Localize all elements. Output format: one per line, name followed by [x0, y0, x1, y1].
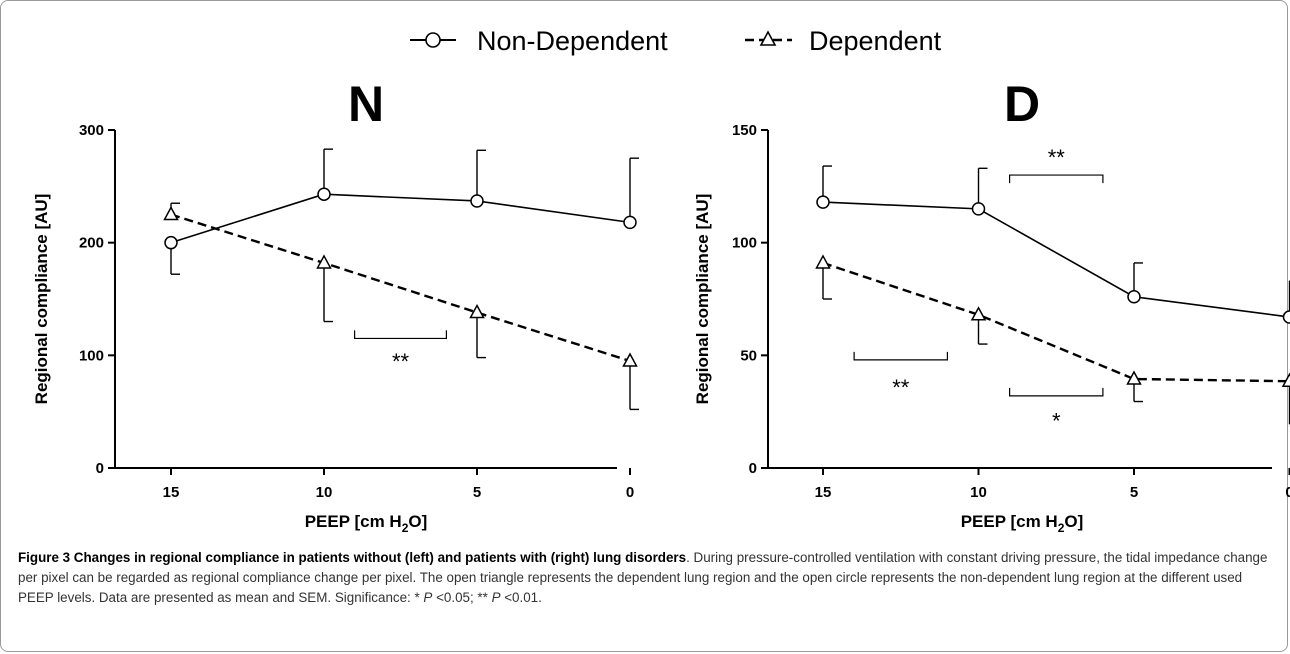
panel-n-plot: 0 100 200 300 15 10 5 0 **	[79, 122, 639, 501]
legend-dependent-marker	[759, 30, 777, 46]
panel-d-significance-bracket	[853, 351, 948, 361]
panel-n-x-tick-label: 15	[163, 484, 180, 501]
caption-body: During pressure-controlled ventilation w…	[18, 550, 1268, 605]
panel-d-y-tick-label: 0	[749, 460, 757, 477]
panel-n-significance-label: **	[392, 349, 410, 374]
legend-non-dependent-label: Non-Dependent	[477, 26, 668, 56]
figure-graphic: Non-Dependent Dependent N Regional compl…	[32, 26, 1290, 535]
caption-sig2-star: **	[477, 590, 492, 605]
panel-n-dependent-point	[316, 254, 332, 269]
panel-n-x-tick-label: 0	[626, 484, 634, 501]
panel-d-dependent-point	[970, 306, 987, 321]
panel-d-x-tick-label: 0	[1285, 484, 1290, 501]
panel-n-dependent-point	[163, 205, 179, 221]
panel-n-dependent-line	[170, 213, 631, 363]
panel-n-y-tick-label: 0	[96, 460, 104, 477]
caption-title: Figure 3 Changes in regional compliance …	[18, 550, 687, 565]
panel-n-y-tick-label: 200	[79, 235, 104, 252]
panel-n-non-dependent-point	[470, 194, 484, 208]
panel-d-x-label-sub: 2	[1058, 521, 1065, 535]
panel-n-non-dependent-point	[164, 235, 178, 250]
panel-d-significance-label: **	[1048, 145, 1066, 170]
panel-n-title: N	[348, 76, 384, 132]
panel-n-x-label-sub: 2	[402, 521, 409, 535]
panel-d-x-tick-label: 15	[815, 484, 832, 501]
panel-n-dependent-point	[469, 303, 485, 319]
panel-d: D Regional compliance [AU] PEEP [cm H2O]…	[693, 76, 1290, 535]
panel-n: N Regional compliance [AU] PEEP [cm H2O]…	[32, 76, 639, 535]
panel-d-x-label-end: O]	[1064, 512, 1083, 531]
legend-dependent-label: Dependent	[809, 26, 942, 56]
panel-d-significance-label: *	[1052, 409, 1061, 434]
panel-d-y-tick-label: 50	[740, 347, 757, 364]
panel-n-x-axis-label: PEEP [cm H2O]	[305, 512, 428, 535]
panel-d-non-dependent-point	[1127, 289, 1141, 304]
panel-n-y-tick-label: 300	[79, 122, 104, 139]
panel-d-significance-label: **	[892, 375, 910, 400]
panel-d-non-dependent-line	[822, 201, 1290, 318]
panel-d-dependent-point	[1126, 370, 1142, 385]
panel-n-x-label-main: PEEP [cm H	[305, 512, 402, 531]
caption-sig1-value: <0.05;	[432, 590, 478, 605]
panel-d-dependent-point	[815, 254, 831, 269]
caption-p-symbol-2: P	[491, 590, 501, 605]
panel-d-x-axis-label: PEEP [cm H2O]	[961, 512, 1084, 535]
panel-d-y-tick-label: 100	[732, 235, 757, 252]
panel-n-dependent-point	[622, 352, 638, 367]
panel-n-x-tick-label: 5	[473, 484, 481, 501]
panel-d-non-dependent-point	[971, 202, 986, 216]
panel-n-non-dependent-point	[317, 187, 331, 201]
panel-n-x-label-end: O]	[408, 512, 427, 531]
panel-n-non-dependent-point	[623, 215, 637, 230]
panel-d-title: D	[1004, 76, 1040, 132]
caption-sig2-value: <0.01.	[500, 590, 542, 605]
panel-n-y-tick-label: 100	[79, 347, 104, 364]
panel-d-significance-bracket	[1009, 387, 1104, 397]
legend-dependent: Dependent	[745, 26, 942, 56]
caption-sig1-star: *	[414, 590, 424, 605]
panel-d-x-tick-label: 5	[1130, 484, 1138, 501]
panel-d-dependent-line	[822, 261, 1290, 383]
panel-d-non-dependent-point	[816, 195, 830, 209]
panel-n-non-dependent-line	[170, 193, 631, 244]
figure-caption: Figure 3 Changes in regional compliance …	[18, 550, 1268, 605]
legend-non-dependent-marker	[425, 32, 441, 48]
caption-p-symbol-1: P	[423, 590, 433, 605]
legend: Non-Dependent Dependent	[410, 26, 942, 56]
legend-non-dependent: Non-Dependent	[410, 26, 668, 56]
panel-d-y-axis-label: Regional compliance [AU]	[693, 194, 712, 405]
panel-d-y-tick-label: 150	[732, 122, 757, 139]
panel-d-significance-bracket	[1009, 174, 1104, 184]
panel-d-x-label-main: PEEP [cm H	[961, 512, 1058, 531]
panel-n-significance-bracket	[354, 330, 447, 340]
panel-n-x-tick-label: 10	[316, 484, 333, 501]
panel-n-y-axis-label: Regional compliance [AU]	[32, 194, 51, 405]
panel-d-x-tick-label: 10	[970, 484, 987, 501]
panel-d-non-dependent-point	[1282, 310, 1290, 324]
